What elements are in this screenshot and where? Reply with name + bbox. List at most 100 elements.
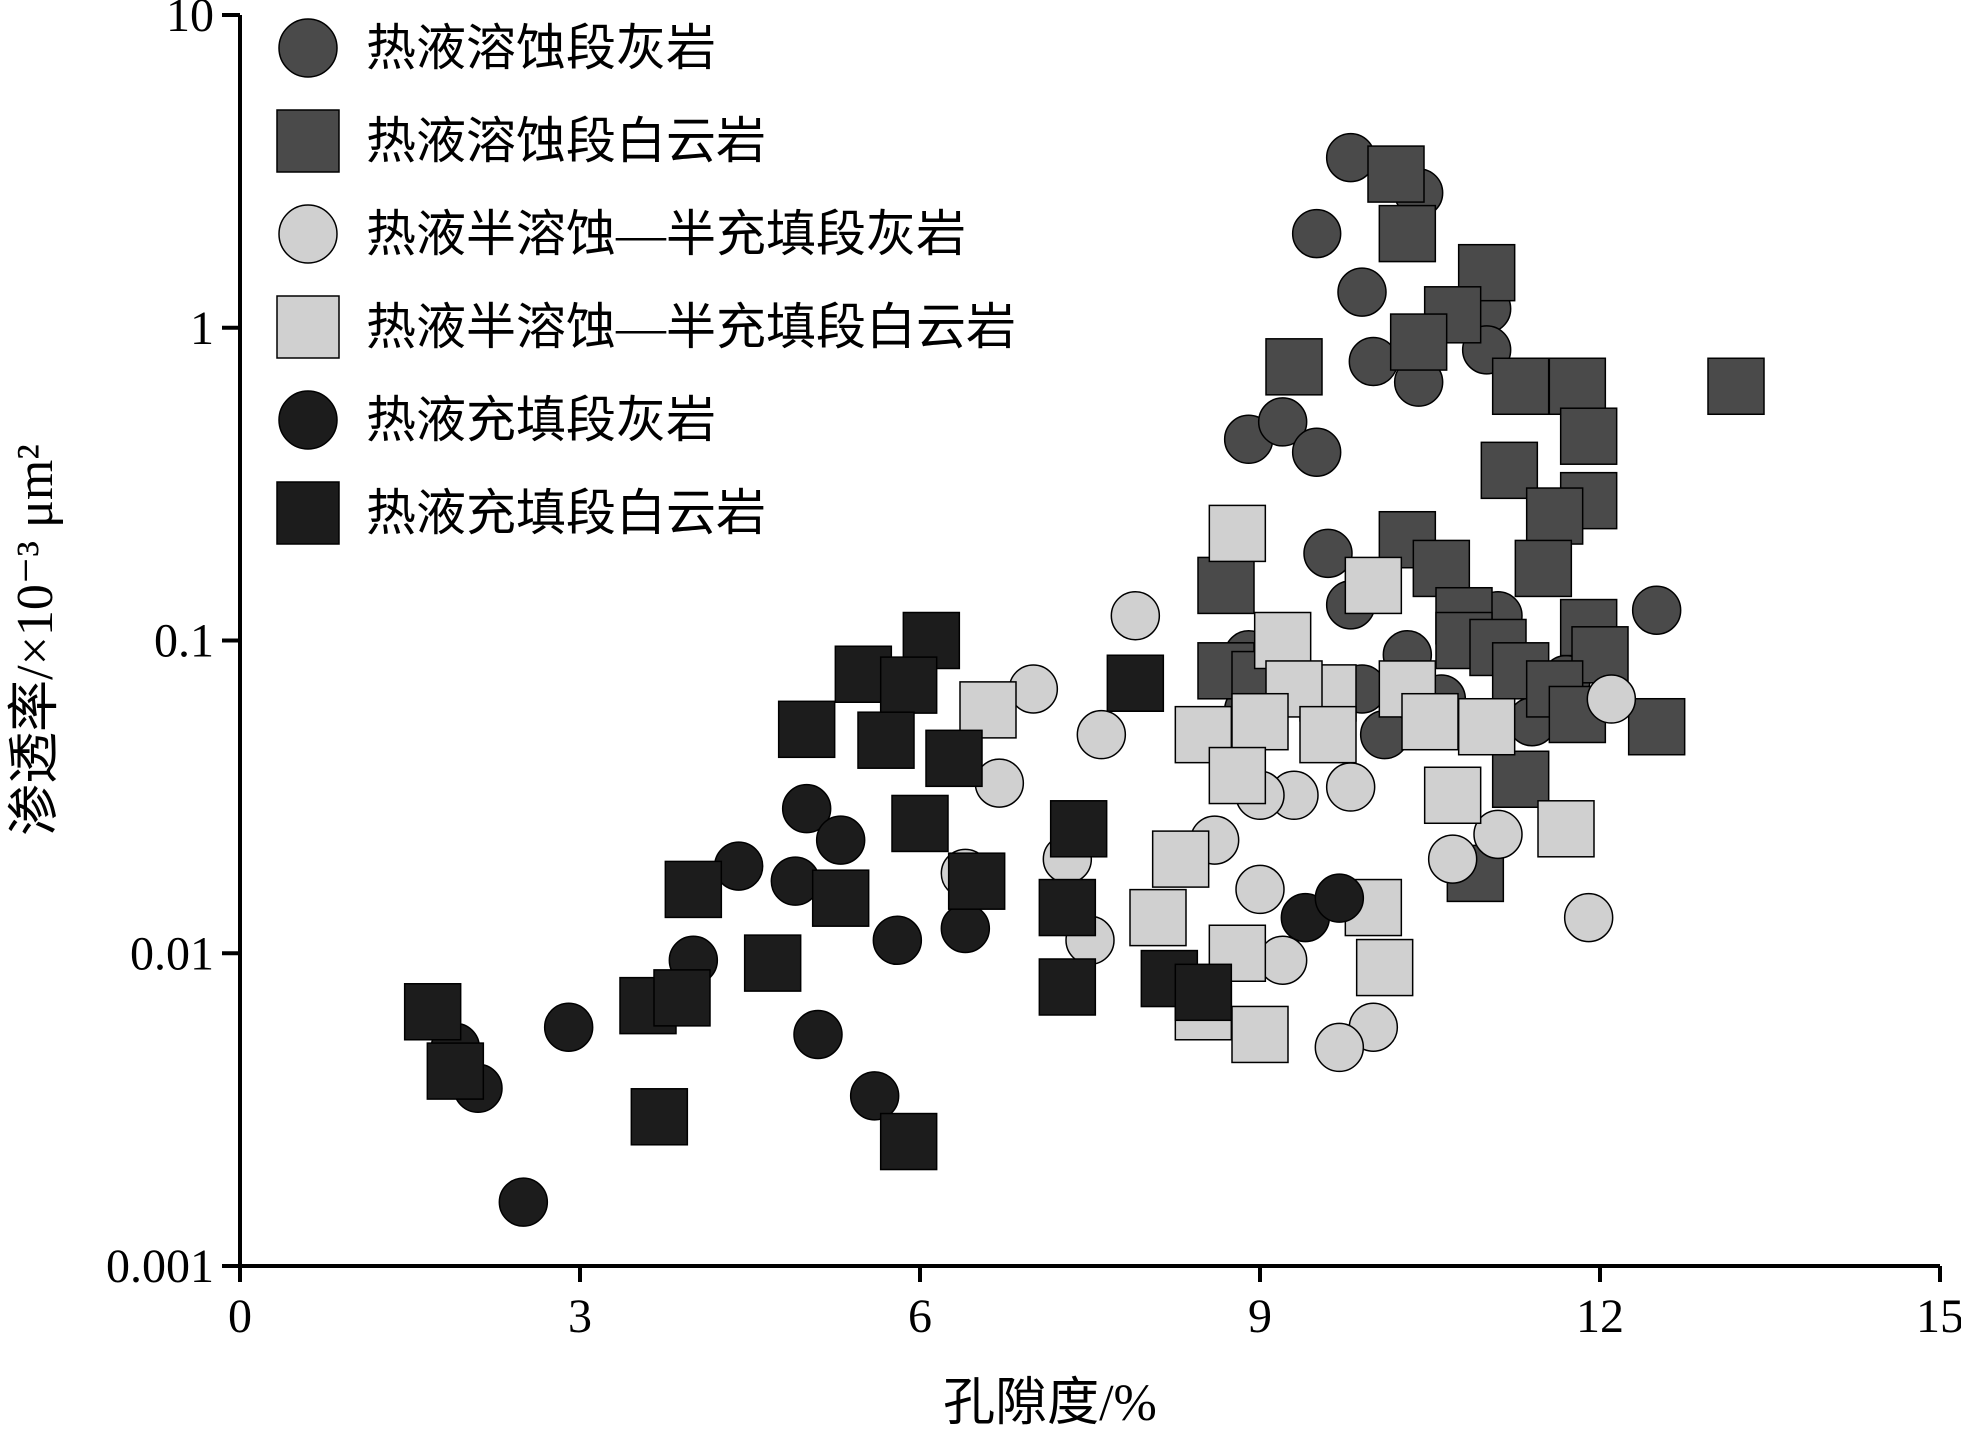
data-point-square [630,1088,689,1146]
data-point-square [1106,654,1165,712]
data-point-square [1299,705,1357,764]
data-point-circle [1076,709,1127,760]
data-point-square [879,656,938,714]
series-group [1197,145,1765,903]
legend-label: 热液半溶蚀—半充填段灰岩 [366,206,966,262]
data-point-square [1525,487,1584,545]
legend-label: 热液溶蚀段灰岩 [366,20,716,76]
y-axis-title: 渗透率/×10⁻³ μm² [7,444,64,836]
data-point-square [1367,145,1425,203]
data-point-circle [498,1177,549,1227]
data-point-circle [940,903,991,954]
data-point-square [1559,407,1618,465]
data-point-circle [1473,809,1523,860]
data-point-square [959,681,1017,739]
x-axis-title: 孔隙度/% [943,1375,1157,1432]
data-point-square [1548,357,1607,416]
y-ticks: 0.001 0.01 0.1 1 10 [106,0,240,1293]
data-point-square [1265,338,1323,396]
y-tick-label: 10 [166,0,214,42]
legend-label: 热液充填段灰岩 [366,392,716,448]
legend-label: 热液半溶蚀—半充填段白云岩 [366,299,1016,355]
data-point-square [1038,878,1097,937]
data-point-circle [1303,528,1353,579]
legend-marker-circle [278,390,338,450]
data-point-square [1151,830,1210,888]
data-point-circle [1314,1022,1365,1073]
data-point-square [1491,357,1550,416]
legend-marker-square [276,295,340,359]
y-tick-label: 0.1 [154,615,214,668]
data-point-circle [781,783,832,834]
data-point-square [426,1042,485,1100]
data-point-square [1253,611,1312,670]
data-point-square [653,969,711,1027]
data-point-circle [872,915,923,966]
x-tick-label: 0 [228,1290,252,1343]
data-point-square [1514,539,1573,598]
data-point-square [891,794,949,853]
x-tick-label: 6 [908,1290,932,1343]
legend: 热液溶蚀段灰岩热液溶蚀段白云岩热液半溶蚀—半充填段灰岩热液半溶蚀—半充填段白云岩… [276,18,1016,545]
y-tick-label: 0.001 [106,1240,214,1293]
series-group [403,611,1233,1171]
data-point-square [1537,800,1595,858]
series-group [959,504,1595,1064]
data-point-square [1707,357,1765,416]
data-point-square [857,711,915,769]
data-point-square [1231,692,1289,751]
legend-marker-square [276,481,340,545]
x-tick-label: 9 [1248,1290,1272,1343]
data-points [403,132,1765,1227]
data-point-square [1208,746,1267,805]
x-tick-label: 15 [1916,1290,1961,1343]
data-point-square [1389,313,1448,371]
data-point-circle [1631,585,1682,635]
data-point-square [1344,556,1403,615]
data-point-square [1231,1005,1289,1064]
data-point-circle [1257,397,1308,447]
data-point-square [1423,766,1482,825]
legend-marker-circle [278,18,338,78]
data-point-square [947,852,1006,910]
data-point-square [879,1112,938,1171]
data-point-circle [1586,674,1637,724]
data-point-circle [1314,873,1365,923]
data-point-square [1129,888,1187,947]
data-point-square [925,729,983,788]
data-point-square [403,983,462,1041]
data-point-square [743,934,802,992]
data-point-circle [1325,762,1376,812]
data-point-square [1401,692,1459,751]
data-point-circle [815,815,866,865]
data-point-square [664,860,723,919]
x-tick-label: 12 [1576,1290,1624,1343]
data-point-circle [1291,208,1342,259]
data-point-square [1457,697,1516,756]
legend-marker-square [276,109,340,173]
data-point-circle [793,1009,843,1060]
x-tick-label: 3 [568,1290,592,1343]
data-point-circle [543,1002,594,1052]
data-point-square [1197,556,1255,615]
data-point-circle [1291,427,1342,477]
data-point-circle [1337,267,1387,317]
legend-marker-circle [278,204,338,264]
data-point-square [1627,697,1686,756]
data-point-square [1355,938,1414,997]
data-point-square [1378,204,1437,263]
data-point-circle [849,1071,900,1121]
data-point-square [1491,750,1550,809]
data-point-square [811,869,870,927]
data-point-square [777,700,836,759]
data-point-circle [1563,892,1614,943]
legend-label: 热液溶蚀段白云岩 [366,113,766,169]
data-point-square [1049,800,1108,858]
data-point-circle [1235,864,1285,915]
y-tick-label: 0.01 [130,927,214,980]
y-tick-label: 1 [190,302,214,355]
data-point-circle [1427,834,1478,884]
data-point-square [1208,504,1267,563]
data-point-square [1174,963,1233,1022]
